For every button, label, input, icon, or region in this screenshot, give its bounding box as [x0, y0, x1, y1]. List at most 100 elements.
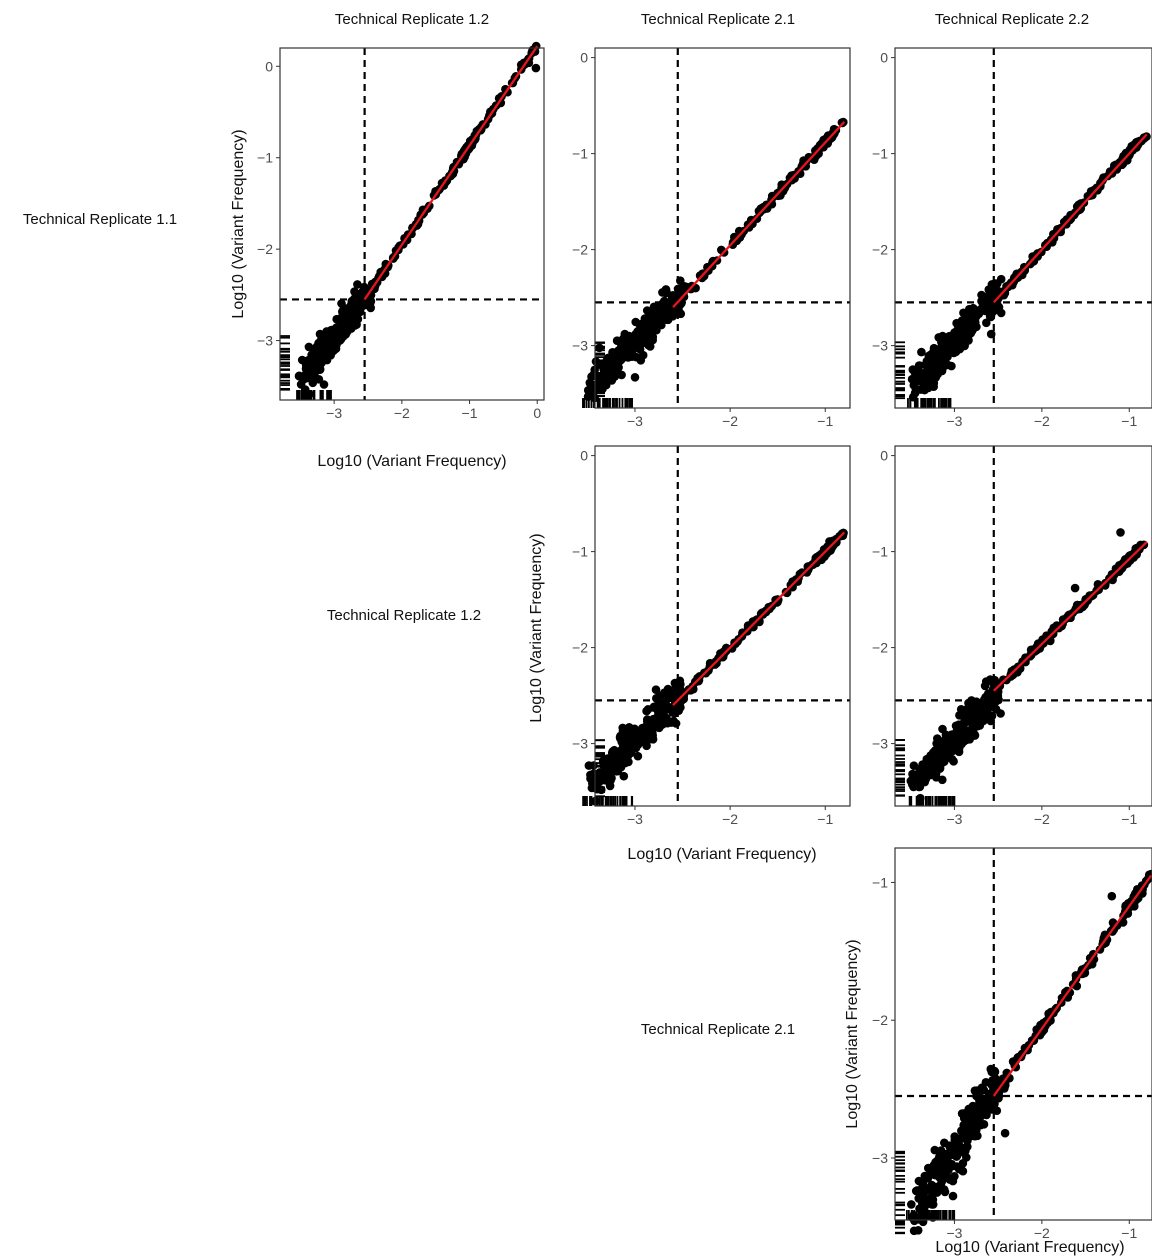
panel-border	[894, 47, 1152, 409]
data-point	[928, 1200, 938, 1209]
data-point	[912, 1186, 922, 1195]
data-point	[943, 345, 952, 355]
data-point	[310, 349, 320, 359]
data-point	[651, 323, 660, 332]
data-point	[931, 1170, 940, 1180]
x-tick-label: −2	[394, 405, 410, 421]
column-label-2: Technical Replicate 2.1	[641, 11, 795, 28]
data-point	[632, 352, 641, 362]
data-point	[317, 347, 327, 357]
x-axis-title-panel-6: Log10 (Variant Frequency)	[935, 1239, 1124, 1256]
data-point	[955, 330, 965, 339]
data-point	[613, 347, 623, 357]
data-point	[612, 365, 622, 374]
x-tick-label: −2	[1034, 811, 1050, 827]
y-tick-label: 0	[265, 58, 273, 74]
data-point	[663, 315, 673, 325]
data-point	[657, 720, 667, 730]
data-point	[650, 306, 660, 316]
data-point	[334, 329, 344, 338]
data-point	[658, 710, 667, 719]
data-point	[613, 756, 623, 766]
data-point	[928, 372, 937, 381]
row-label-2: Technical Replicate 1.2	[327, 607, 481, 624]
data-point	[939, 1185, 949, 1194]
x-tick-label: −3	[946, 811, 962, 827]
plot-area	[582, 48, 850, 408]
data-point	[346, 300, 356, 310]
data-point	[620, 329, 630, 339]
panel-r1-c3: −3 −2 −1 −3 −2 −1 0	[872, 47, 1152, 429]
data-point	[979, 1120, 989, 1129]
data-point	[642, 741, 651, 751]
data-point	[982, 318, 991, 328]
data-point	[937, 350, 947, 360]
data-point	[312, 342, 322, 351]
row-label-3: Technical Replicate 2.1	[641, 1021, 795, 1038]
data-point	[931, 362, 941, 371]
y-tick-label: −1	[872, 874, 888, 890]
data-point	[624, 348, 634, 358]
panel-r2-c2: −3 −2 −1 −3 −2 −1 0	[572, 445, 851, 827]
y-tick-label: −1	[872, 146, 888, 162]
data-point	[322, 355, 332, 365]
data-point	[661, 697, 670, 707]
data-point	[661, 285, 671, 294]
data-point	[927, 1180, 937, 1190]
data-point	[954, 1140, 964, 1149]
data-point	[647, 724, 657, 734]
data-point	[977, 290, 986, 300]
data-point	[619, 771, 629, 781]
y-tick-label: −1	[572, 544, 588, 560]
data-point	[930, 746, 940, 755]
data-point	[346, 324, 356, 333]
column-label-3: Technical Replicate 2.2	[935, 11, 1089, 28]
y-tick-label: −2	[572, 242, 588, 258]
data-point	[916, 385, 925, 394]
panel-border	[279, 47, 545, 401]
data-point	[930, 1145, 940, 1155]
data-point	[974, 720, 984, 729]
data-point	[584, 761, 594, 770]
data-point	[337, 299, 346, 308]
data-point	[623, 728, 633, 738]
data-point	[531, 63, 541, 73]
plot-area	[895, 48, 1152, 408]
data-point	[943, 751, 952, 761]
data-point	[915, 361, 924, 370]
data-point	[1020, 266, 1030, 275]
data-point	[649, 315, 658, 324]
panel-r3-c3: −3 −2 −1 −3 −2 −1	[872, 847, 1152, 1241]
regression-line	[672, 531, 846, 707]
x-tick-label: −3	[627, 811, 643, 827]
y-axis-title-row2: Log10 (Variant Frequency)	[528, 533, 545, 722]
data-point	[956, 1146, 966, 1156]
data-point	[938, 724, 947, 734]
data-point	[1116, 528, 1125, 537]
data-point	[635, 733, 645, 743]
data-point	[981, 677, 991, 686]
y-tick-label: −3	[872, 1150, 888, 1166]
x-tick-label: −1	[1121, 413, 1137, 429]
column-label-1: Technical Replicate 1.2	[335, 11, 489, 28]
plot-area	[582, 446, 850, 806]
data-point	[925, 765, 935, 774]
panel-border	[594, 47, 851, 409]
data-point	[954, 1164, 964, 1174]
data-point	[660, 296, 669, 306]
data-point	[308, 378, 318, 388]
y-tick-label: −2	[572, 640, 588, 656]
data-point	[938, 775, 947, 785]
data-point	[669, 716, 678, 726]
data-point	[990, 279, 1000, 288]
data-point	[954, 722, 964, 731]
data-point	[302, 360, 311, 369]
data-point	[1028, 257, 1037, 267]
plot-area	[280, 41, 544, 401]
data-point	[699, 271, 709, 281]
data-point	[915, 782, 925, 792]
x-tick-label: −3	[627, 413, 643, 429]
y-tick-label: −3	[257, 333, 273, 349]
rug-marks	[895, 1150, 956, 1235]
